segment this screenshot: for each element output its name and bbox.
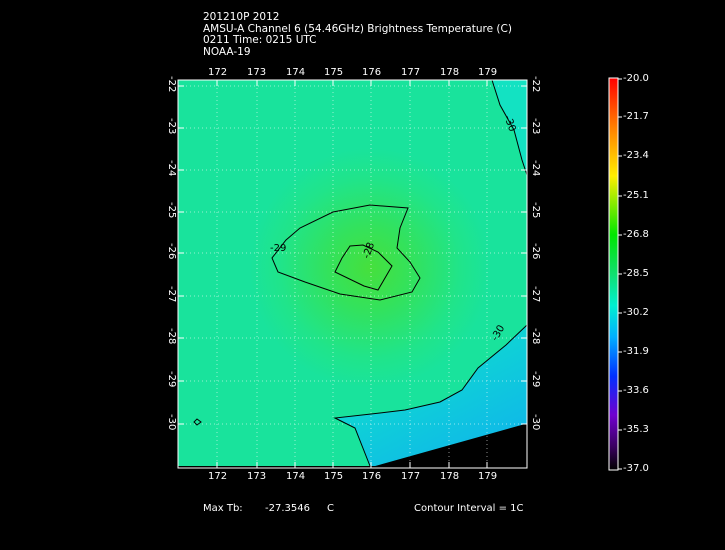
contour-small-w <box>193 418 202 426</box>
lon-label-bottom: 172 <box>208 471 228 482</box>
lat-label-left: -25 <box>166 202 177 219</box>
title-line4: NOAA-19 <box>203 45 251 58</box>
graticule <box>178 80 527 466</box>
tick-marks <box>178 80 527 468</box>
lon-label-bottom: 178 <box>440 471 460 482</box>
colorbar-label: -21.7 <box>623 111 649 122</box>
lat-label-left: -30 <box>166 414 177 431</box>
colorbar-label: -35.3 <box>623 424 649 435</box>
lon-label-top: 179 <box>478 67 498 78</box>
max-tb-value: -27.3546 <box>265 503 310 514</box>
lon-label-bottom: 177 <box>401 471 421 482</box>
lat-label-right: -26 <box>530 243 541 260</box>
lon-label-bottom: 175 <box>324 471 344 482</box>
max-tb-unit: C <box>327 503 334 514</box>
lon-label-bottom: 179 <box>478 471 498 482</box>
lat-label-right: -29 <box>530 371 541 388</box>
lon-label-top: 174 <box>286 67 306 78</box>
contour-interval: Contour Interval = 1C <box>414 503 524 514</box>
lat-label-left: -22 <box>166 76 177 93</box>
lon-label-top: 173 <box>247 67 267 78</box>
title-line3: 0211 Time: 0215 UTC <box>203 34 317 46</box>
colorbar-label: -30.2 <box>623 307 649 318</box>
colorbar-label: -37.0 <box>623 463 649 474</box>
lon-label-top: 175 <box>324 67 344 78</box>
lon-label-bottom: 176 <box>362 471 382 482</box>
title-line1: 201210P 2012 <box>203 11 280 23</box>
lat-label-right: -30 <box>530 414 541 431</box>
contour-29 <box>271 204 528 469</box>
contour-30-se <box>333 324 528 467</box>
lat-label-left: -23 <box>166 118 177 135</box>
lat-label-right: -24 <box>530 160 541 177</box>
header: 201210P 2012 AMSU-A Channel 6 (54.46GHz)… <box>203 11 512 58</box>
lon-label-bottom: 173 <box>247 471 267 482</box>
colorbar <box>608 77 619 471</box>
lat-label-right: -22 <box>530 76 541 93</box>
map-frame <box>177 79 528 469</box>
lat-label-left: -27 <box>166 286 177 303</box>
lat-label-right: -28 <box>530 328 541 345</box>
colorbar-label: -25.1 <box>623 190 649 201</box>
contour-28 <box>334 244 393 291</box>
lon-label-top: 172 <box>208 67 228 78</box>
contour-label-29: -29 <box>270 243 286 254</box>
contour-label-30-ne: -30 <box>502 114 518 133</box>
lon-label-top: 178 <box>440 67 460 78</box>
lat-label-left: -29 <box>166 371 177 388</box>
lat-label-right: -25 <box>530 202 541 219</box>
lat-label-right: -23 <box>530 118 541 135</box>
colorbar-ticks <box>618 78 622 470</box>
max-tb-label: Max Tb: <box>203 503 243 514</box>
colorbar-label: -20.0 <box>623 73 649 84</box>
cold-region-se <box>335 325 527 466</box>
title-line2: AMSU-A Channel 6 (54.46GHz) Brightness T… <box>203 22 512 35</box>
contour-label-28: -28 <box>361 241 377 260</box>
colorbar-label: -31.9 <box>623 346 649 357</box>
lon-label-top: 176 <box>362 67 382 78</box>
lon-label-top: 177 <box>401 67 421 78</box>
lat-label-left: -26 <box>166 243 177 260</box>
lat-label-left: -24 <box>166 160 177 177</box>
colorbar-label: -28.5 <box>623 268 649 279</box>
lon-label-bottom: 174 <box>286 471 306 482</box>
colorbar-label: -26.8 <box>623 229 649 240</box>
colorbar-label: -33.6 <box>623 385 649 396</box>
lat-label-right: -27 <box>530 286 541 303</box>
lat-label-left: -28 <box>166 328 177 345</box>
contour-30-ne <box>491 79 528 176</box>
cold-region-ne <box>492 80 527 175</box>
colorbar-label: -23.4 <box>623 150 649 161</box>
